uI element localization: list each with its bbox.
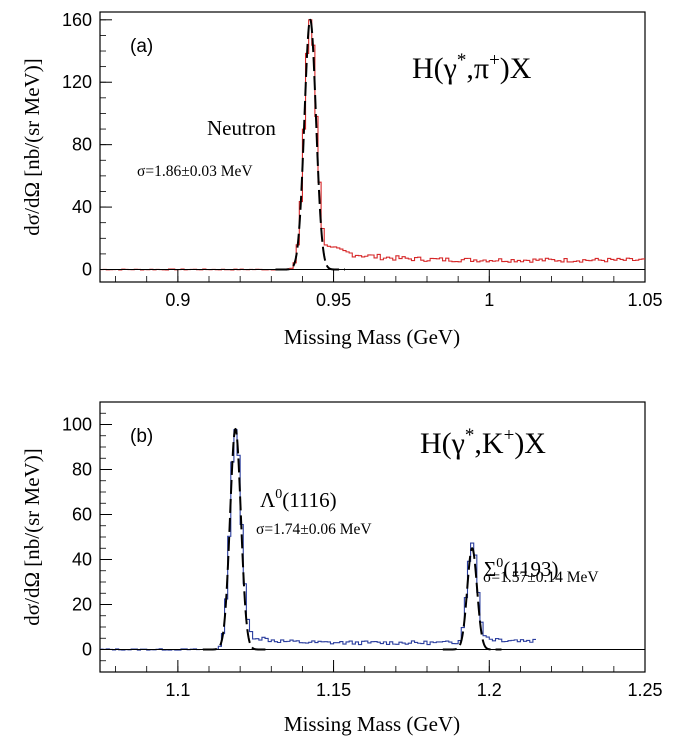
y-axis-label-a: dσ/dΩ [nb/(sr MeV)] (20, 58, 44, 235)
plot-frame-b (99, 401, 646, 673)
y-tick-label-b-3: 60 (72, 505, 92, 525)
panel-label-a: (a) (130, 36, 153, 57)
x-axis-label-b: Missing Mass (GeV) (284, 712, 460, 736)
reaction-label-a: H(γ*,π+)X (412, 50, 532, 85)
y-tick-label-a-2: 80 (72, 135, 92, 155)
y-tick-label-a-3: 120 (62, 72, 92, 92)
reaction-label-b: H(γ*,K+)X (420, 425, 546, 460)
peak-sigma-sigma: σ=1.57±0.14 MeV (483, 569, 599, 586)
y-tick-label-a-0: 0 (82, 260, 92, 280)
fit-curve-a (275, 18, 345, 271)
panel-b: 1.1 1.15 1.2 1.25 0 20 40 60 80 100 (b) H(γ*,K+)X… (20, 401, 663, 736)
y-tick-label-b-1: 20 (72, 595, 92, 615)
peak-sigma-neutron: σ=1.86±0.03 MeV (137, 163, 253, 180)
y-tick-label-a-4: 160 (62, 10, 92, 30)
x-tick-label-b-1: 1.15 (316, 680, 351, 700)
histogram-a (100, 19, 645, 271)
y-tick-label-b-2: 40 (72, 550, 92, 570)
fit-curve-b (202, 427, 502, 651)
histogram-b (100, 429, 536, 651)
panel-a: 0.9 0.95 1 1.05 0 40 80 120 160 (a) H(γ*,π+)X Ne… (20, 10, 663, 349)
peak-sigma-lambda: σ=1.74±0.06 MeV (256, 521, 372, 538)
peak-label-lambda: Λ0(1116) (260, 487, 337, 512)
y-tick-label-b-0: 0 (82, 640, 92, 660)
y-tick-label-a-1: 40 (72, 197, 92, 217)
y-tick-label-b-4: 80 (72, 460, 92, 480)
x-tick-label-a-0: 0.9 (165, 290, 190, 310)
x-axis-label-a: Missing Mass (GeV) (284, 325, 460, 349)
peak-label-sigma: Σ0(1193) (484, 556, 558, 581)
x-tick-label-b-0: 1.1 (165, 680, 190, 700)
peak-label-neutron: Neutron (207, 116, 276, 140)
x-tick-label-a-3: 1.05 (627, 290, 662, 310)
panel-label-b: (b) (130, 426, 153, 447)
y-tick-label-b-5: 100 (62, 415, 92, 435)
x-tick-label-a-2: 1 (484, 290, 494, 310)
y-axis-label-b: dσ/dΩ [nb/(sr MeV)] (20, 448, 44, 625)
x-tick-label-b-3: 1.25 (627, 680, 662, 700)
plot-frame-a (99, 11, 646, 283)
x-tick-label-b-2: 1.2 (477, 680, 502, 700)
x-tick-label-a-1: 0.95 (316, 290, 351, 310)
